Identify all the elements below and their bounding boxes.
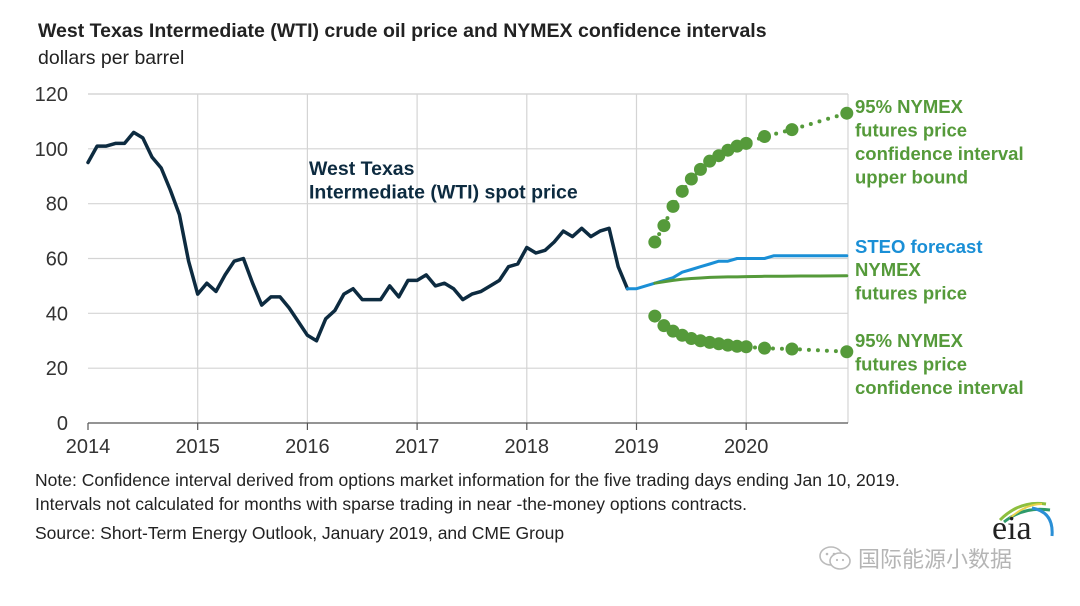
data-point [739, 340, 753, 354]
chart-title: West Texas Intermediate (WTI) crude oil … [38, 20, 767, 42]
x-tick-label: 2018 [505, 436, 550, 458]
series-layer [86, 106, 854, 359]
chart-subtitle: dollars per barrel [38, 47, 185, 69]
series-labels: West Texas Intermediate (WTI) spot price 9… [309, 96, 1024, 398]
y-tick-label: 40 [46, 303, 68, 325]
label-wti-spot-price: West Texas Intermediate (WTI) spot price [309, 158, 578, 204]
label-steo-forecast-line: STEO forecast [855, 236, 983, 257]
y-tick-label: 0 [57, 413, 68, 435]
x-tick-label: 2016 [285, 436, 330, 458]
label-upper-bound-line: futures price [855, 120, 967, 141]
data-point [657, 219, 671, 233]
data-point [840, 106, 854, 120]
y-tick-label: 60 [46, 249, 68, 271]
eia-logo-swoosh-icon [998, 501, 1054, 537]
data-point [785, 123, 799, 137]
eia-logo-text: eia [992, 510, 1032, 547]
label-upper-bound-line: upper bound [855, 167, 968, 188]
x-tick-label: 2019 [614, 436, 659, 458]
y-tick-label: 20 [46, 358, 68, 380]
y-tick-label: 100 [35, 139, 68, 161]
label-lower-bound: 95% NYMEX futures price confidence interva… [855, 330, 1024, 398]
label-wti-spot-price-line: Intermediate (WTI) spot price [309, 182, 578, 204]
label-nymex-futures-line: NYMEX [855, 259, 921, 280]
label-steo-forecast: STEO forecast [855, 236, 983, 257]
data-point [675, 184, 689, 198]
data-point [648, 235, 662, 249]
label-lower-bound-line: 95% NYMEX [855, 330, 964, 351]
data-point [739, 136, 753, 150]
watermark: 国际能源小数据 [818, 542, 1012, 574]
watermark-text: 国际能源小数据 [858, 547, 1013, 572]
data-point [684, 172, 698, 186]
x-axis-ticks: 2014 2015 2016 2017 2018 2019 2020 [66, 436, 769, 458]
data-point [785, 342, 799, 356]
chart-note: Note: Confidence interval derived from o… [35, 470, 900, 514]
label-wti-spot-price-line: West Texas [309, 158, 415, 180]
axes [87, 422, 848, 430]
series-west-texas-intermediate-wti-spot-price-line [86, 130, 630, 343]
y-tick-label: 80 [46, 194, 68, 216]
label-nymex-futures: NYMEX futures price [855, 259, 967, 304]
x-tick-label: 2017 [395, 436, 440, 458]
gridlines [88, 93, 849, 423]
wechat-icon [819, 546, 851, 570]
label-upper-bound-line: confidence interval [855, 143, 1024, 164]
data-point [693, 162, 707, 176]
x-tick-label: 2015 [175, 436, 220, 458]
label-upper-bound-line: 95% NYMEX [855, 96, 964, 117]
series-95-nymex-futures-price-confidence-interval-upper-bound-line [652, 111, 849, 244]
data-point [648, 309, 662, 323]
data-point [840, 345, 854, 359]
series-nymex-futures-price-line [653, 274, 849, 285]
label-lower-bound-line: confidence interval [855, 377, 1024, 398]
y-axis-ticks: 0 20 40 60 80 100 120 [35, 84, 68, 435]
data-point [666, 199, 680, 213]
label-upper-bound: 95% NYMEX futures price confidence interva… [855, 96, 1024, 188]
x-tick-label: 2014 [66, 436, 111, 458]
y-tick-label: 120 [35, 84, 68, 106]
chart-source: Source: Short-Term Energy Outlook, Janua… [35, 523, 565, 543]
data-point [758, 129, 772, 143]
label-nymex-futures-line: futures price [855, 283, 967, 304]
data-point [758, 341, 772, 355]
label-lower-bound-line: futures price [855, 354, 967, 375]
x-tick-label: 2020 [724, 436, 769, 458]
